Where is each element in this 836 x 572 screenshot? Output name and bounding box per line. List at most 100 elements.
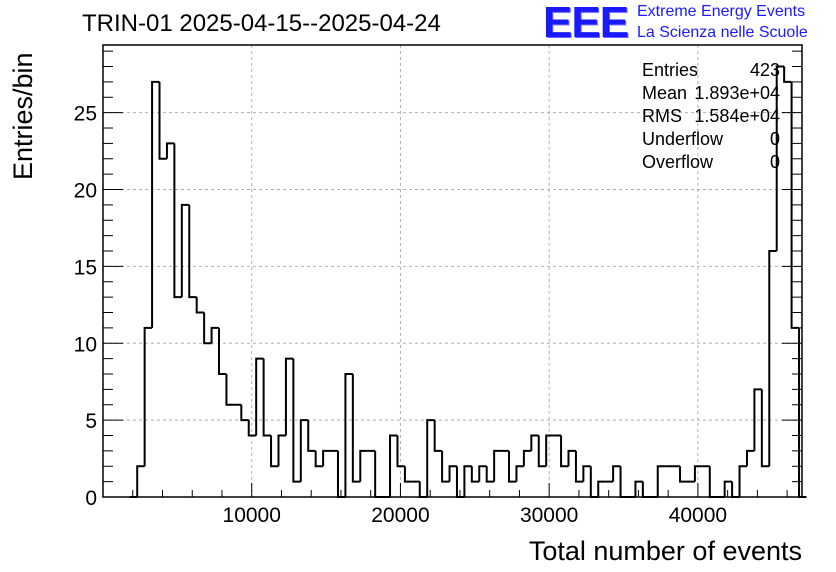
histogram-bin-12	[218, 327, 227, 376]
histogram-bin-4	[158, 81, 167, 160]
histogram-bin-18	[262, 358, 272, 437]
histogram-bin-19	[270, 435, 279, 468]
eee-logo: EEE	[543, 0, 629, 47]
y-axis-label: Entries/bin	[8, 52, 38, 180]
stat-rms-label: RMS	[642, 106, 682, 126]
histogram-bin-13	[225, 374, 234, 406]
histogram-bin-59	[567, 449, 576, 467]
axis-ticks	[103, 50, 802, 498]
histogram-bin-76	[693, 465, 703, 482]
histogram-bin-11	[210, 326, 220, 344]
histogram-bin-53	[522, 449, 532, 467]
stat-entries-label: Entries	[642, 60, 699, 80]
histogram-bin-28	[336, 450, 346, 498]
histogram-bin-83	[745, 449, 755, 467]
tick-labels: 10000 20000 30000 40000 0 5 10 15 20 25	[74, 103, 727, 527]
histogram-bin-88	[783, 66, 792, 83]
histogram-bin-10	[203, 312, 212, 345]
histogram-bin-1	[136, 465, 145, 497]
histogram-bin-51	[508, 450, 517, 483]
histogram-bin-63	[597, 480, 606, 497]
histogram-bin-24	[307, 420, 316, 452]
x-tick-label-2: 30000	[520, 504, 578, 527]
histogram-bin-65	[612, 465, 621, 482]
histogram-bin-37	[403, 466, 413, 483]
histogram-bin-25	[314, 450, 324, 468]
stat-underflow-value: 0	[769, 129, 780, 149]
histogram-bin-87	[775, 65, 785, 252]
histogram-bin-35	[389, 434, 398, 497]
histogram-bin-46	[470, 466, 480, 483]
histogram-bin-30	[351, 374, 361, 483]
histogram-bin-21	[284, 357, 294, 436]
y-tick-label-2: 10	[74, 333, 97, 356]
histogram-bin-29	[344, 373, 353, 497]
y-tick-label-1: 5	[85, 410, 97, 433]
histogram-bin-47	[478, 465, 487, 482]
histogram-bin-43	[448, 465, 457, 482]
x-tick-label-0: 10000	[223, 504, 281, 527]
logo-tagline-1: Extreme Energy Events	[637, 3, 806, 20]
histogram-bin-5	[165, 142, 175, 159]
chart-title: TRIN-01 2025-04-15--2025-04-24	[82, 10, 441, 37]
histogram-bin-58	[560, 435, 569, 468]
y-tick-label-3: 15	[74, 256, 97, 279]
histogram-bin-69	[641, 481, 651, 498]
histogram-bin-85	[760, 389, 770, 468]
histogram-bin-31	[359, 449, 368, 482]
histogram-bin-26	[322, 449, 331, 467]
x-tick-label-3: 40000	[669, 504, 727, 527]
plot-frame	[102, 44, 803, 498]
histogram-bin-22	[292, 358, 301, 483]
histogram-bin-68	[634, 480, 643, 497]
logo-tagline-2: La Scienza nelle Scuole	[637, 24, 808, 41]
histogram-bin-86	[768, 250, 777, 467]
histogram-bin-41	[433, 420, 443, 452]
histogram-bin-56	[545, 434, 554, 467]
histogram-bin-78	[708, 466, 718, 498]
histogram-bin-81	[731, 481, 740, 498]
y-tick-label-0: 0	[85, 487, 97, 510]
histogram-bin-20	[277, 434, 286, 467]
histogram-bin-60	[574, 450, 584, 483]
histogram-bin-80	[723, 480, 733, 497]
histogram-bin-9	[195, 297, 205, 314]
histogram-bin-6	[173, 143, 182, 299]
x-tick-label-1: 20000	[371, 504, 429, 527]
histogram-bin-66	[619, 466, 628, 498]
histogram-bin-3	[151, 80, 160, 328]
stat-overflow-value: 0	[769, 152, 780, 172]
histogram-bin-84	[753, 388, 762, 451]
histogram-bin-39	[418, 481, 428, 498]
stat-underflow-label: Underflow	[642, 129, 724, 149]
histogram-bin-82	[738, 465, 747, 497]
histogram-bin-40	[426, 419, 435, 497]
histogram-bin-15	[240, 404, 249, 422]
histogram-bin-71	[656, 465, 666, 497]
histogram-bin-45	[463, 465, 472, 497]
histogram-bin-52	[515, 465, 524, 482]
histogram-bin-54	[530, 434, 539, 451]
histogram-bin-33	[374, 450, 383, 498]
histogram-bin-61	[582, 465, 591, 482]
stat-mean-label: Mean	[642, 83, 688, 103]
histogram-bin-8	[188, 204, 197, 299]
x-axis-label: Total number of events	[528, 536, 802, 566]
y-tick-label-5: 25	[74, 103, 97, 126]
stat-rms-value: 1.584e+04	[694, 106, 780, 126]
histogram-bin-7	[180, 203, 190, 298]
histogram-bin-44	[455, 466, 465, 498]
stat-mean-value: 1.893e+04	[694, 83, 780, 103]
histogram-bin-49	[493, 449, 502, 482]
histogram-bin-74	[679, 466, 688, 483]
histogram-bin-42	[441, 450, 450, 483]
histogram-bin-62	[589, 466, 599, 498]
histogram-bin-48	[485, 466, 495, 483]
histogram-bin-17	[255, 357, 264, 436]
histogram-bin-36	[396, 435, 405, 468]
y-tick-label-4: 20	[74, 180, 97, 203]
histogram-bin-55	[537, 435, 547, 468]
stat-entries-value: 423	[749, 60, 780, 80]
histogram-bin-16	[247, 420, 257, 437]
